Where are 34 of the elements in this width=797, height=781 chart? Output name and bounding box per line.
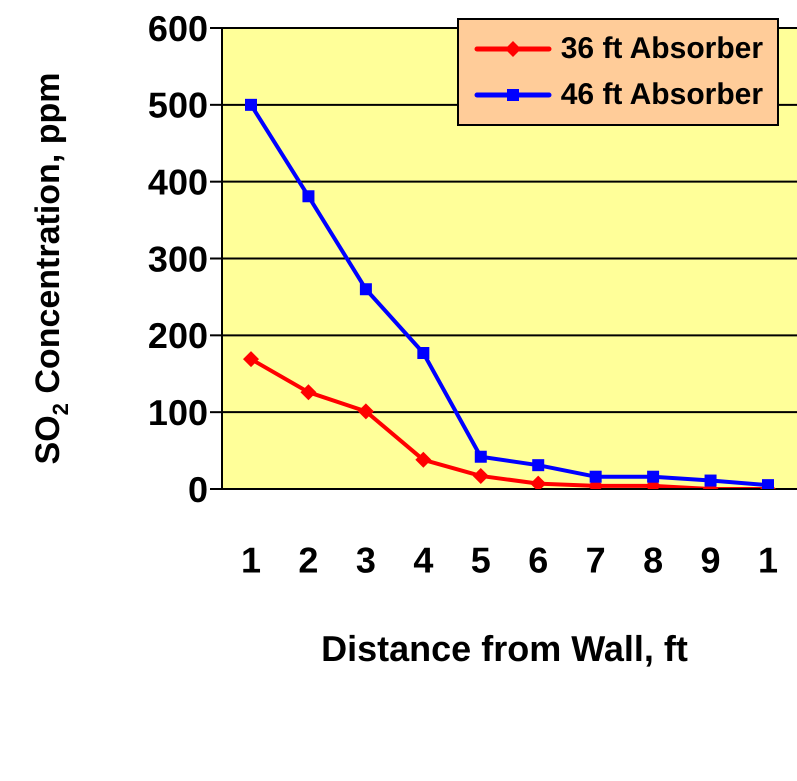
- y-tick-label: 200: [148, 315, 208, 356]
- x-tick-label: 2: [298, 540, 318, 581]
- point: [302, 190, 314, 202]
- y-tick-label: 400: [148, 161, 208, 202]
- point: [243, 351, 259, 368]
- x-tick-label: 8: [643, 540, 664, 581]
- y-tick-label: 100: [148, 392, 208, 433]
- x-tick-label: 9: [700, 540, 721, 581]
- x-tick-label: 5: [470, 540, 491, 581]
- point: [590, 470, 602, 483]
- x-tick-label: 3: [356, 540, 376, 581]
- point: [474, 450, 487, 463]
- point: [647, 470, 660, 483]
- legend-label: 46 ft Absorber: [560, 78, 763, 112]
- point: [358, 403, 374, 420]
- x-tick-label: 1: [240, 540, 262, 581]
- y-tick-label: 600: [148, 8, 208, 49]
- point: [704, 474, 717, 487]
- point: [360, 283, 372, 296]
- point: [472, 468, 489, 484]
- x-axis-title: Distance from Wall, ft: [321, 628, 688, 669]
- y-tick-label: 500: [148, 84, 208, 126]
- point: [415, 452, 432, 468]
- legend-label: 36 ft Absorber: [560, 32, 763, 66]
- x-tick-label: 7: [586, 540, 606, 581]
- point: [300, 384, 316, 400]
- point: [532, 459, 544, 472]
- point: [245, 98, 257, 111]
- point: [417, 347, 430, 360]
- y-tick-label: 0: [188, 468, 208, 510]
- x-tick-label: 4: [413, 540, 434, 581]
- x-tick-label: 6: [528, 540, 548, 581]
- y-tick-label: 300: [148, 238, 208, 280]
- x-tick-label: 1: [758, 540, 778, 581]
